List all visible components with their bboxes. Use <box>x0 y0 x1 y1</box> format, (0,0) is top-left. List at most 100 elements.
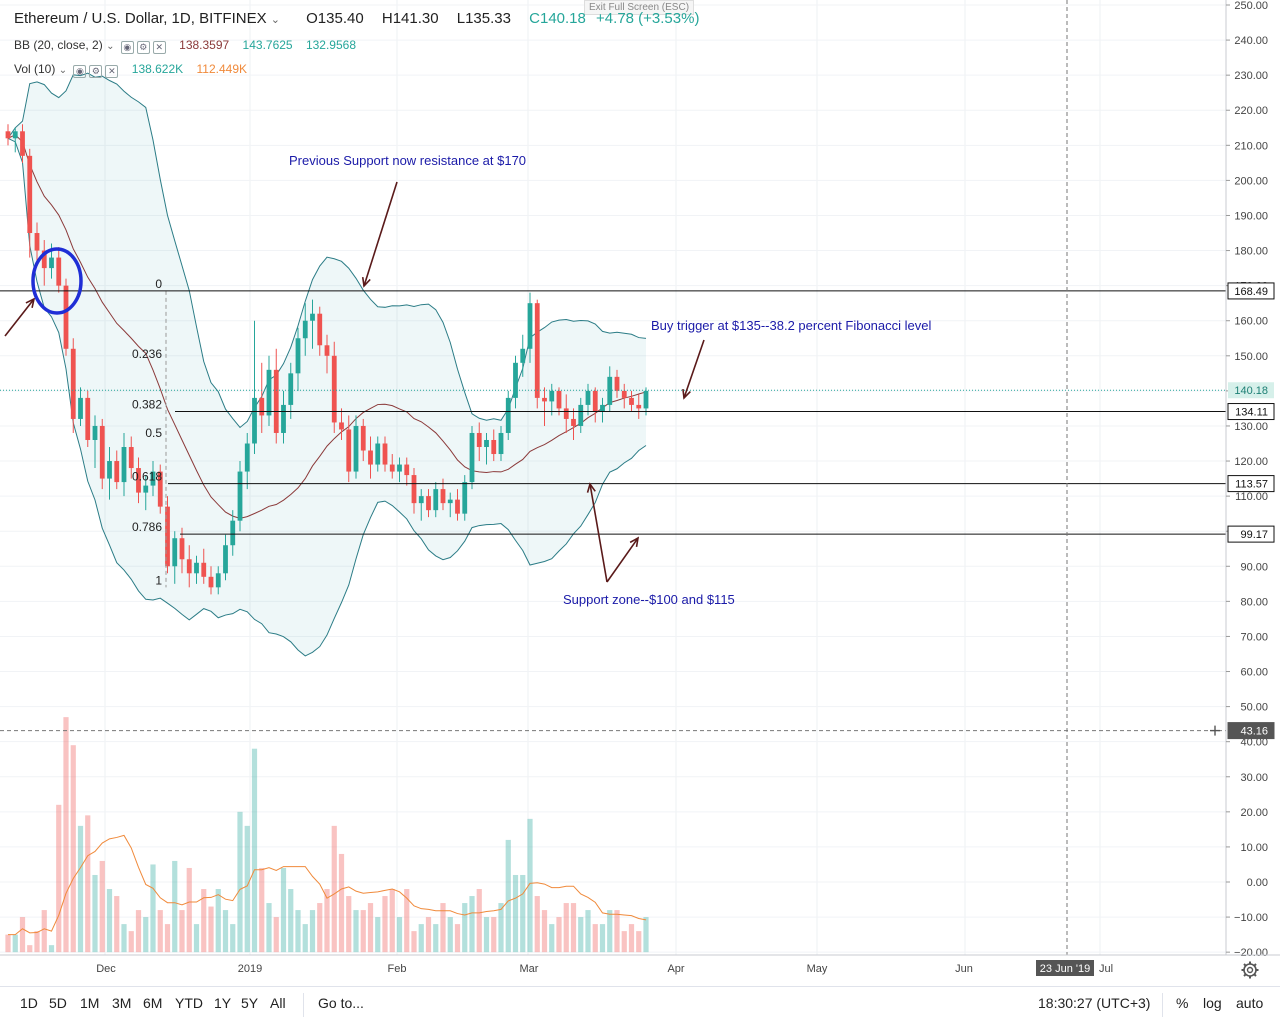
exit-fullscreen-button[interactable]: Exit Full Screen (ESC) <box>584 0 695 15</box>
price-badge-box <box>1227 722 1275 740</box>
price-axis-label: 160.00 <box>1234 316 1268 328</box>
auto-scale-toggle[interactable]: auto <box>1236 995 1264 1011</box>
candle <box>469 425 475 490</box>
candle <box>230 510 236 556</box>
timeframe-all[interactable]: All <box>270 995 286 1011</box>
gear-icon[interactable]: ⚙ <box>136 41 150 54</box>
candle-body <box>527 303 533 349</box>
volume-bar <box>92 874 98 953</box>
close-icon[interactable]: ✕ <box>152 41 166 54</box>
gear-icon[interactable] <box>1240 960 1260 980</box>
volume-bar <box>563 903 569 953</box>
candle-body <box>600 404 605 412</box>
candle <box>179 527 185 574</box>
chevron-down-icon[interactable]: ⌄ <box>58 65 68 76</box>
candle <box>455 489 460 521</box>
volume-bar <box>585 910 591 953</box>
close-icon[interactable]: ✕ <box>105 65 119 78</box>
candle-body <box>643 390 649 409</box>
candle <box>208 566 214 595</box>
fib-label: 0 <box>155 277 162 291</box>
candle-body <box>310 313 315 321</box>
vol-label[interactable]: Vol (10) <box>14 62 56 76</box>
candle-body <box>614 376 620 391</box>
volume-bar <box>150 864 156 953</box>
volume-bar <box>121 924 127 953</box>
volume-bar <box>433 924 439 953</box>
arrow-support-115 <box>589 483 608 583</box>
timeframe-1y[interactable]: 1Y <box>214 995 232 1011</box>
candle <box>491 429 497 462</box>
candle-body <box>223 545 228 574</box>
volume-bar <box>85 815 91 953</box>
candle-body <box>186 559 192 574</box>
volume-bar <box>77 825 84 953</box>
candle-body <box>121 447 127 483</box>
candle-body <box>484 439 489 448</box>
timeframe-1m[interactable]: 1M <box>80 995 100 1011</box>
candle <box>389 454 395 479</box>
vol-value: 138.622K <box>131 62 184 76</box>
candle <box>34 222 40 265</box>
chevron-down-icon[interactable]: ⌄ <box>106 41 115 52</box>
gear-icon[interactable]: ⚙ <box>89 65 103 78</box>
candle <box>41 240 47 286</box>
candle <box>629 390 634 412</box>
price-axis-label: −20.00 <box>1234 947 1268 959</box>
candle-body <box>288 373 294 405</box>
price-axis-label: 30.00 <box>1240 772 1268 784</box>
candle <box>281 390 286 444</box>
volume-bar <box>621 931 627 953</box>
candle <box>331 341 337 433</box>
price-badge-box <box>1227 282 1275 300</box>
arrow-buy-trigger <box>683 339 705 399</box>
timeframe-5d[interactable]: 5D <box>49 995 67 1011</box>
clock-display[interactable]: 18:30:27 (UTC+3) <box>1038 995 1151 1011</box>
candle <box>186 545 192 588</box>
volume-bar <box>193 924 200 953</box>
candle <box>592 387 598 423</box>
timeframe-ytd[interactable]: YTD <box>175 995 203 1011</box>
price-badge-label: 113.57 <box>1235 479 1268 491</box>
percent-scale-toggle[interactable]: % <box>1176 995 1189 1011</box>
log-scale-toggle[interactable]: log <box>1203 995 1222 1011</box>
goto-button[interactable]: Go to... <box>318 995 364 1011</box>
candle-body <box>426 496 431 511</box>
bottom-toolbar: 1D 5D 1M 3M 6M YTD 1Y 5Y All Go to... 18… <box>0 986 1280 1025</box>
volume-bar <box>614 910 620 953</box>
bb-basis-value: 138.3597 <box>179 38 230 52</box>
volume-bar <box>338 853 345 953</box>
candle <box>143 475 149 511</box>
chevron-down-icon[interactable]: ⌄ <box>270 14 280 26</box>
candle-body <box>179 538 185 560</box>
candle-body <box>85 397 91 440</box>
eye-icon[interactable]: ◉ <box>73 65 87 78</box>
eye-icon[interactable]: ◉ <box>120 41 134 54</box>
bb-lower-value: 132.9568 <box>305 38 357 52</box>
timeframe-6m[interactable]: 6M <box>143 995 163 1011</box>
price-badge: 140.18 <box>1228 382 1274 399</box>
candle-body <box>266 369 272 416</box>
bb-label[interactable]: BB (20, close, 2) <box>14 38 103 52</box>
candle <box>339 408 344 440</box>
timeframe-1d[interactable]: 1D <box>20 995 38 1011</box>
candle-body <box>136 468 141 493</box>
candle-body <box>339 422 344 430</box>
volume-bar <box>505 839 511 953</box>
price-chart[interactable]: 0 0.236 0.382 0.5 0.618 0.786 1 Previous Suppor… <box>0 0 1280 986</box>
volume-bar <box>201 889 207 953</box>
candle <box>244 432 250 490</box>
candle-body <box>455 499 460 514</box>
candle-body <box>12 131 18 139</box>
timeframe-5y[interactable]: 5Y <box>241 995 259 1011</box>
volume-bar <box>411 931 417 953</box>
candle <box>273 348 279 444</box>
timeframe-3m[interactable]: 3M <box>112 995 132 1011</box>
candle <box>295 327 301 391</box>
symbol-title[interactable]: Ethereum / U.S. Dollar, 1D, BITFINEX <box>14 10 267 27</box>
price-axis-label: 50.00 <box>1240 702 1268 714</box>
volume-bar <box>469 896 475 953</box>
crosshair-plus <box>1210 725 1220 736</box>
price-axis-label: 40.00 <box>1240 737 1268 749</box>
highlight-circle <box>31 247 83 315</box>
